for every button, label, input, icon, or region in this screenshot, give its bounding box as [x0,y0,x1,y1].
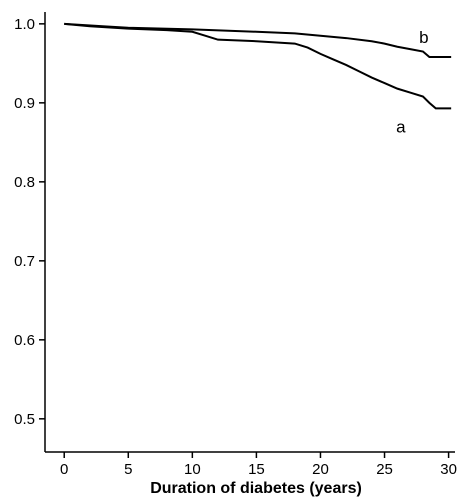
survival-curve [64,22,452,110]
survival-curve [64,22,452,59]
x-axis-label: Duration of diabetes (years) [150,480,362,497]
y-tick-label: 0.6 [14,332,35,349]
series-label: a [396,117,406,136]
x-tick-label: 15 [248,461,265,478]
y-tick-label: 1.0 [14,16,35,33]
y-tick-label: 0.8 [14,174,35,191]
y-tick-label: 0.5 [14,411,35,428]
x-tick-label: 10 [184,461,201,478]
x-tick-label: 0 [60,461,68,478]
series-label: b [419,28,428,47]
y-tick-label: 0.7 [14,253,35,270]
x-tick-label: 25 [376,461,393,478]
x-tick-label: 5 [124,461,132,478]
y-tick-label: 0.9 [14,95,35,112]
x-tick-label: 20 [312,461,329,478]
x-tick-label: 30 [440,461,457,478]
